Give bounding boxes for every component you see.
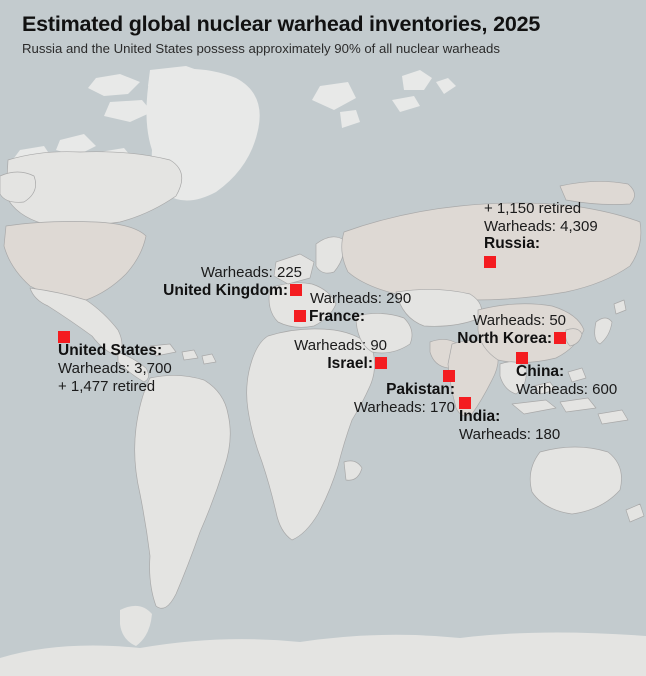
russia-name: Russia: <box>484 235 540 253</box>
square-marker-icon <box>443 370 455 382</box>
france-name: France: <box>309 307 365 325</box>
page-title: Estimated global nuclear warhead invento… <box>22 12 541 36</box>
north-korea-name: North Korea: <box>457 329 552 347</box>
antarctica <box>0 632 646 676</box>
united-states-warheads: Warheads: 3,700 <box>58 360 172 378</box>
antarctic-peninsula <box>120 605 152 646</box>
middle-east <box>355 313 413 354</box>
label-china[interactable]: China: Warheads: 600 <box>516 350 617 399</box>
south-america <box>134 375 231 609</box>
russia-retired: + 1,150 retired <box>484 200 582 217</box>
europe-west <box>268 282 337 328</box>
page-subtitle: Russia and the United States possess app… <box>22 41 500 56</box>
new-zealand <box>625 503 645 523</box>
india-name: India: <box>459 408 501 425</box>
label-united-kingdom[interactable]: Warheads: 225 United Kingdom: <box>20 264 302 301</box>
scandinavia <box>315 236 345 274</box>
united-kingdom-name-row: United Kingdom: <box>20 282 302 301</box>
israel-warheads: Warheads: 90 <box>294 337 387 354</box>
united-kingdom-warheads: Warheads: 225 <box>200 264 302 281</box>
marker-france <box>294 309 306 322</box>
hokkaido <box>613 299 627 315</box>
north-korea-name-row: North Korea: <box>400 330 566 349</box>
france-warheads: Warheads: 290 <box>310 290 412 307</box>
central-america <box>117 351 149 383</box>
square-marker-icon <box>459 397 471 409</box>
madagascar <box>343 460 363 481</box>
britain-ireland <box>273 253 315 285</box>
label-north-korea[interactable]: Warheads: 50 North Korea: <box>400 312 566 349</box>
japan <box>594 317 613 345</box>
caribbean-islands <box>149 343 217 365</box>
label-russia[interactable]: + 1,150 retired Warheads: 4,309 Russia: <box>484 200 598 268</box>
country-north-korea <box>565 328 583 347</box>
marker-north-korea <box>554 331 566 344</box>
china-name: China: <box>516 363 565 380</box>
north-korea-warheads: Warheads: 50 <box>473 312 566 329</box>
pakistan-warheads: Warheads: 170 <box>353 399 455 417</box>
israel-name: Israel: <box>327 354 373 372</box>
pakistan-name: Pakistan: <box>386 381 455 398</box>
square-marker-icon <box>516 352 528 364</box>
marker-china <box>516 350 617 364</box>
label-israel[interactable]: Warheads: 90 Israel: <box>150 337 387 374</box>
marker-russia <box>484 254 598 268</box>
israel-name-row: Israel: <box>150 355 387 374</box>
russia-north <box>559 181 635 205</box>
china-warheads: Warheads: 600 <box>516 381 618 399</box>
india-warheads: Warheads: 180 <box>459 426 561 444</box>
france-name-row: France: <box>294 308 411 327</box>
united-states-name: United States: <box>58 342 163 359</box>
square-marker-icon <box>58 331 70 343</box>
label-france[interactable]: Warheads: 290 France: <box>294 290 411 327</box>
united-states-retired: + 1,477 retired <box>58 377 156 395</box>
alaska <box>0 171 36 203</box>
marker-india <box>459 395 560 409</box>
square-marker-icon <box>484 255 496 268</box>
marker-israel <box>375 356 387 369</box>
indonesia-philippines <box>511 367 629 425</box>
label-india[interactable]: India: Warheads: 180 <box>459 395 560 444</box>
marker-pakistan <box>280 368 455 382</box>
marker-united-states <box>58 329 172 343</box>
marker-united-kingdom <box>290 283 302 296</box>
indochina <box>499 361 527 395</box>
country-united-states <box>3 221 147 301</box>
russia-warheads: Warheads: 4,309 <box>484 217 598 235</box>
label-pakistan[interactable]: Pakistan: Warheads: 170 <box>280 368 455 417</box>
landmasses <box>0 66 646 676</box>
country-russia <box>341 202 642 301</box>
united-kingdom-name: United Kingdom: <box>163 281 288 299</box>
country-china <box>477 303 585 363</box>
australia <box>529 446 622 515</box>
label-united-states[interactable]: United States: Warheads: 3,700 + 1,477 r… <box>58 329 172 396</box>
